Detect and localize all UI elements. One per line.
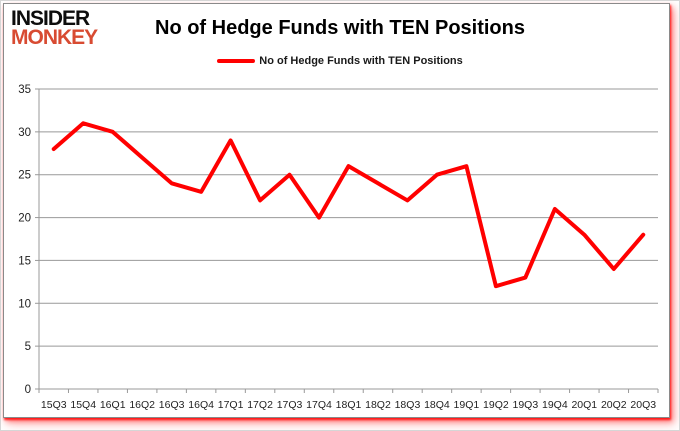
- logo-word-insider: INSIDER: [11, 7, 90, 30]
- insider-monkey-logo: INSIDER MONKEY: [11, 7, 98, 49]
- legend-line-swatch: [217, 59, 256, 63]
- chart-legend: No of Hedge Funds with TEN Positions: [1, 55, 679, 67]
- chart-title: No of Hedge Funds with TEN Positions: [155, 17, 525, 39]
- legend-label: No of Hedge Funds with TEN Positions: [259, 55, 463, 67]
- logo-word-monkey: MONKEY: [11, 26, 98, 49]
